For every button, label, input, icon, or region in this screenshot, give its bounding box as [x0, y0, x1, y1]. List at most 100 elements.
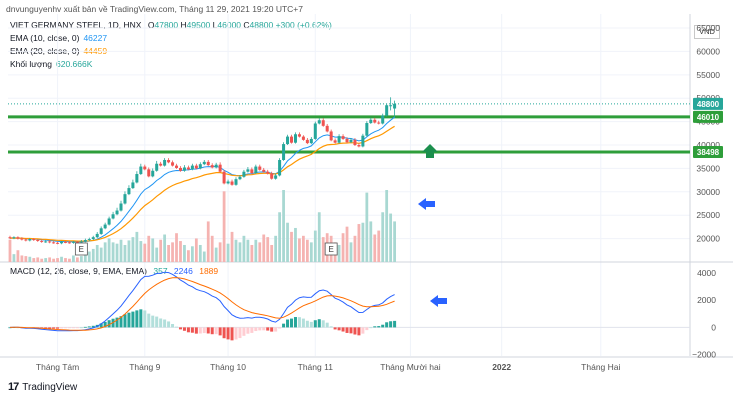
- candle-body: [270, 173, 274, 179]
- volume-legend[interactable]: Khối lượng 620.666K: [10, 59, 92, 69]
- candle-body: [71, 241, 75, 243]
- time-tick-label: Tháng 10: [210, 362, 246, 372]
- volume-bar: [349, 242, 353, 262]
- tradingview-brand[interactable]: 17 TradingView: [8, 381, 77, 393]
- volume-bar: [202, 251, 206, 262]
- currency-badge[interactable]: VND: [694, 25, 720, 39]
- macd-histogram-bar: [309, 321, 313, 328]
- volume-bar: [76, 257, 79, 262]
- candle-body: [143, 166, 147, 170]
- candle-body: [226, 181, 230, 184]
- volume-bar: [254, 239, 258, 262]
- macd-histogram-bar: [278, 327, 282, 329]
- ema10-legend[interactable]: EMA (10, close, 0) 46227: [10, 33, 107, 43]
- candle-body: [186, 167, 190, 170]
- candle-body: [266, 171, 270, 174]
- macd-histogram-bar: [222, 327, 226, 339]
- macd-histogram-bar: [115, 317, 119, 328]
- price-tick-label: 35000: [696, 163, 720, 173]
- macd-histogram-bar: [44, 327, 48, 329]
- candle-body: [147, 169, 151, 177]
- volume-bars: [8, 190, 396, 262]
- macd-tick-label: −2000: [692, 350, 716, 360]
- macd-arrow-icon: [430, 295, 447, 307]
- candle-body: [389, 105, 393, 107]
- macd-histogram-bar: [71, 327, 75, 329]
- volume-bar: [365, 192, 369, 262]
- volume-bar: [389, 213, 393, 262]
- candle-body: [222, 171, 226, 184]
- macd-histogram-bar: [385, 322, 389, 328]
- volume-bar: [175, 233, 178, 262]
- macd-histogram-bar: [357, 327, 361, 336]
- candle-body: [325, 125, 329, 132]
- candle-body: [357, 145, 361, 147]
- macd-histogram-bar: [254, 327, 258, 332]
- volume-bar: [210, 235, 214, 262]
- candle-body: [373, 119, 377, 123]
- macd-histogram-bar: [381, 324, 385, 328]
- macd-legend[interactable]: MACD (12, 26, close, 9, EMA, EMA) 357 22…: [10, 266, 218, 276]
- candle-body: [123, 194, 127, 204]
- macd-histogram-bar: [321, 320, 325, 328]
- candle-body: [151, 170, 155, 177]
- macd-histogram-bar: [238, 327, 242, 339]
- candle-body: [293, 134, 297, 143]
- candle-body: [341, 136, 345, 139]
- macd-histogram-bar: [393, 320, 397, 328]
- volume-bar: [111, 242, 115, 262]
- volume-bar: [167, 244, 170, 262]
- volume-bar: [159, 239, 163, 262]
- candle-body: [321, 120, 325, 126]
- macd-histogram-bar: [143, 310, 147, 328]
- earnings-marker-label: E: [328, 245, 333, 254]
- candle-body: [131, 182, 135, 189]
- symbol-legend[interactable]: VIET GERMANY STEEL, 1D, HNX O47800 H4950…: [10, 20, 332, 30]
- candle-body: [60, 241, 64, 244]
- candle-body: [163, 159, 167, 166]
- volume-bar: [250, 244, 254, 262]
- volume-bar: [385, 190, 389, 262]
- macd-histogram-bar: [297, 317, 301, 328]
- macd-histogram-bar: [75, 327, 79, 329]
- volume-bar: [163, 234, 167, 262]
- volume-bar: [238, 242, 242, 262]
- volume-bar: [52, 258, 55, 262]
- macd-histogram-bar: [242, 327, 246, 336]
- price-tick-label: 40000: [696, 140, 720, 150]
- candle-body: [48, 241, 52, 243]
- candle-body: [175, 165, 179, 168]
- volume-bar: [183, 244, 186, 262]
- macd-histogram-bar: [83, 326, 87, 328]
- volume-bar: [337, 244, 341, 262]
- macd-histogram-bar: [178, 327, 182, 330]
- price-tick-label: 60000: [696, 46, 720, 56]
- macd-histogram-bar: [325, 322, 329, 328]
- volume-bar: [127, 240, 131, 262]
- candle-body: [127, 188, 131, 195]
- macd-histogram-bar: [163, 319, 167, 328]
- volume-bar: [20, 255, 24, 262]
- macd-histogram-bar: [167, 321, 171, 328]
- candle-body: [178, 167, 182, 171]
- candle-body: [95, 233, 99, 238]
- macd-histogram-bar: [87, 326, 91, 328]
- candle-body: [32, 239, 36, 241]
- volume-bar: [377, 230, 381, 262]
- ohlc-open: 47800: [154, 20, 179, 30]
- volume-bar: [72, 255, 75, 262]
- volume-bar: [131, 237, 135, 262]
- macd-histogram-bar: [341, 327, 345, 332]
- macd-histogram-bar: [198, 327, 202, 334]
- macd-line: [9, 271, 395, 332]
- time-tick-label: Tháng Mười hai: [380, 362, 441, 372]
- macd-histogram-bar: [317, 319, 321, 328]
- macd-histogram-bar: [155, 316, 159, 328]
- candle-body: [262, 169, 266, 172]
- ohlc-close: 48800: [249, 20, 274, 30]
- candle-body: [282, 144, 286, 160]
- price-level-label: 48800: [697, 100, 720, 109]
- volume-bar: [68, 258, 71, 262]
- volume-bar: [24, 256, 28, 262]
